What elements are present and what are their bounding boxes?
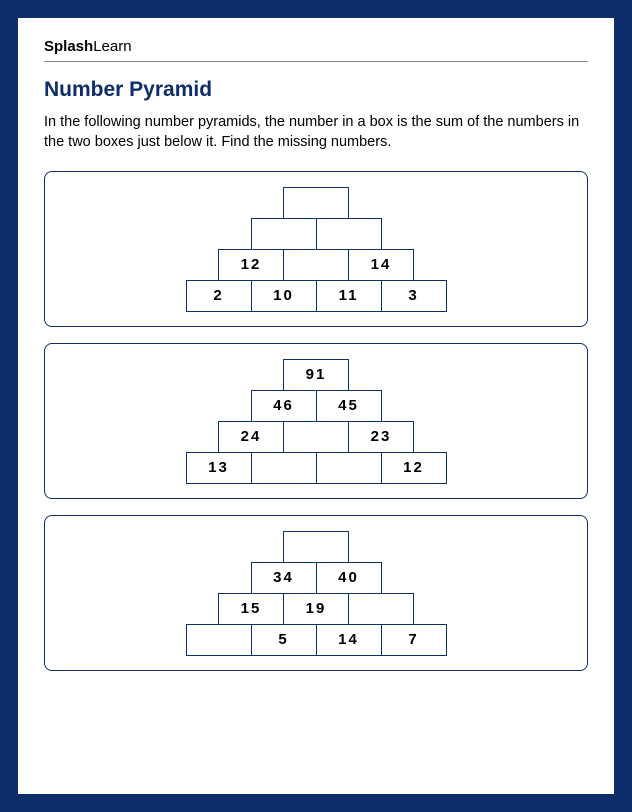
pyramid-cell xyxy=(283,531,349,563)
pyramid-cell: 91 xyxy=(283,359,349,391)
pyramid-cell xyxy=(251,218,317,250)
pyramid-row: 3440 xyxy=(251,562,382,594)
pyramid-row: 1519 xyxy=(218,593,414,625)
pyramid-cell xyxy=(186,624,252,656)
pyramid-panel: 1214210113 xyxy=(44,171,588,327)
pyramid-cell: 12 xyxy=(218,249,284,281)
pyramid: 91464524231312 xyxy=(186,360,447,484)
pyramid-cell: 45 xyxy=(316,390,382,422)
pyramid-cell: 14 xyxy=(348,249,414,281)
pyramid-cell: 15 xyxy=(218,593,284,625)
pyramid-cell xyxy=(283,187,349,219)
pyramid-cell: 2 xyxy=(186,280,252,312)
pyramid-row: 5147 xyxy=(186,624,447,656)
pyramid-row: 210113 xyxy=(186,280,447,312)
pyramid-row: 24 23 xyxy=(218,421,414,453)
pyramid-cell xyxy=(348,593,414,625)
pyramid-cell: 10 xyxy=(251,280,317,312)
page-title: Number Pyramid xyxy=(44,78,588,102)
pyramid-cell: 19 xyxy=(283,593,349,625)
pyramid-cell: 7 xyxy=(381,624,447,656)
pyramid-row xyxy=(283,531,349,563)
pyramid-cell: 46 xyxy=(251,390,317,422)
pyramid-row xyxy=(283,187,349,219)
pyramid-row xyxy=(251,218,382,250)
brand-logo: SplashLearn xyxy=(44,38,588,62)
pyramid-cell xyxy=(283,249,349,281)
pyramid-cell: 24 xyxy=(218,421,284,453)
pyramid-row: 4645 xyxy=(251,390,382,422)
pyramid-row: 12 14 xyxy=(218,249,414,281)
pyramid-cell: 12 xyxy=(381,452,447,484)
pyramid-cell xyxy=(316,218,382,250)
pyramid-cell: 11 xyxy=(316,280,382,312)
pyramid-cell: 23 xyxy=(348,421,414,453)
pyramid-cell xyxy=(251,452,317,484)
pyramid-cell: 14 xyxy=(316,624,382,656)
brand-rest: Learn xyxy=(93,38,131,55)
pyramid-list: 121421011391464524231312344015195147 xyxy=(44,171,588,671)
brand-bold: Splash xyxy=(44,38,93,55)
pyramid-row: 13 12 xyxy=(186,452,447,484)
instructions-text: In the following number pyramids, the nu… xyxy=(44,112,588,153)
pyramid-cell: 3 xyxy=(381,280,447,312)
worksheet-page: SplashLearn Number Pyramid In the follow… xyxy=(18,18,614,794)
pyramid-panel: 344015195147 xyxy=(44,515,588,671)
pyramid-cell: 40 xyxy=(316,562,382,594)
pyramid: 1214210113 xyxy=(186,188,447,312)
pyramid-cell: 13 xyxy=(186,452,252,484)
pyramid-panel: 91464524231312 xyxy=(44,343,588,499)
pyramid: 344015195147 xyxy=(186,532,447,656)
pyramid-cell: 5 xyxy=(251,624,317,656)
pyramid-cell xyxy=(283,421,349,453)
pyramid-row: 91 xyxy=(283,359,349,391)
pyramid-cell: 34 xyxy=(251,562,317,594)
pyramid-cell xyxy=(316,452,382,484)
